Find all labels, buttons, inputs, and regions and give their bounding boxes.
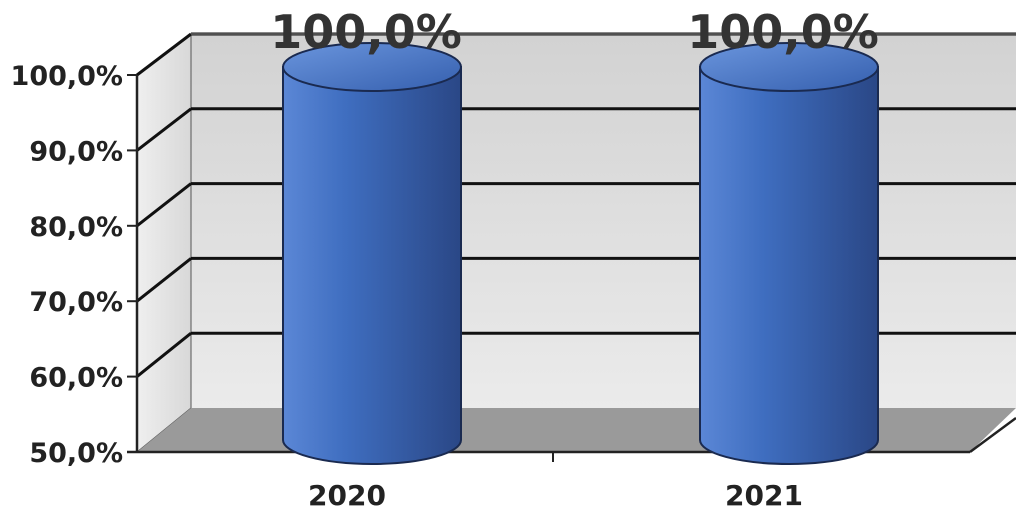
bar-top — [699, 42, 879, 92]
data-label: 100,0% — [687, 5, 879, 59]
bar-top — [282, 42, 462, 92]
plot-floor — [137, 408, 1016, 452]
y-tick-label: 50,0% — [29, 438, 123, 469]
data-label: 100,0% — [270, 5, 462, 59]
bars — [282, 42, 879, 465]
bar-2020 — [282, 42, 462, 465]
y-tick-labels: 50,0% 60,0% 70,0% 80,0% 90,0% 100,0% — [11, 61, 123, 469]
y-tick-label: 70,0% — [29, 287, 123, 318]
bar-body — [282, 66, 462, 465]
bar-body — [699, 66, 879, 465]
gridline-side — [136, 182, 192, 227]
y-tick-label: 80,0% — [29, 212, 123, 243]
gridline-side — [136, 107, 192, 152]
gridline-side — [136, 32, 192, 77]
x-category-label: 2020 — [308, 479, 386, 508]
y-tick-label: 90,0% — [29, 136, 123, 167]
data-labels: 100,0% 100,0% — [270, 5, 879, 59]
y-tick-label: 60,0% — [29, 363, 123, 394]
x-category-labels: 2020 2021 — [308, 479, 803, 508]
gridline-side — [136, 257, 192, 303]
bar-2021 — [699, 42, 879, 465]
plot-side-wall — [136, 32, 192, 454]
gridline-side — [136, 332, 192, 378]
y-tick-label: 100,0% — [11, 61, 123, 92]
x-category-label: 2021 — [725, 479, 803, 508]
floor-edge — [969, 416, 1016, 454]
